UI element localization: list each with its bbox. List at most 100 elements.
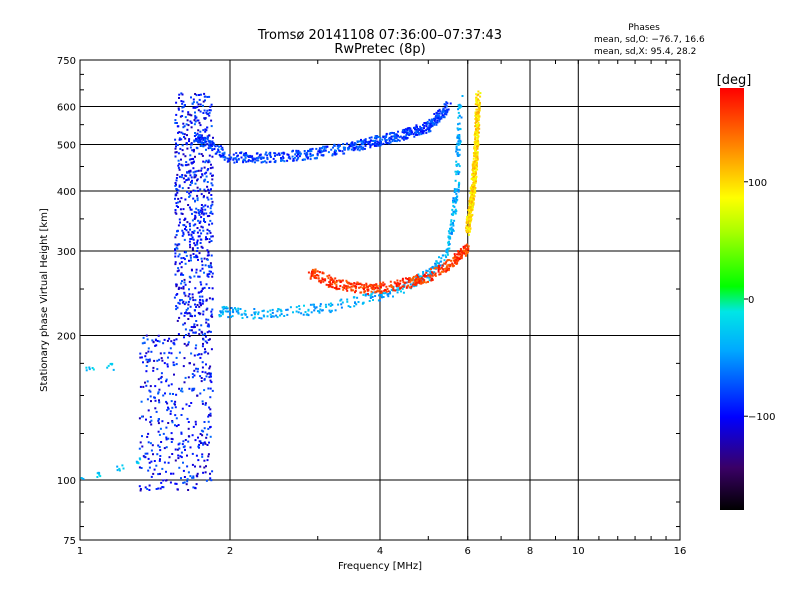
echo-point: [445, 248, 448, 251]
echo-point: [80, 477, 83, 479]
echo-point: [450, 259, 453, 262]
echo-point: [216, 151, 219, 153]
echo-point: [455, 200, 458, 203]
echo-point: [210, 381, 213, 384]
echo-point: [418, 275, 421, 278]
echo-point: [199, 375, 202, 378]
echo-point: [147, 347, 150, 350]
echo-point: [203, 136, 206, 139]
echo-point: [209, 435, 212, 438]
echo-point: [473, 164, 476, 166]
echo-point: [474, 125, 477, 128]
echo-point: [221, 148, 224, 151]
echo-point: [198, 121, 201, 124]
colorbar-tick-label: −100: [748, 412, 775, 423]
echo-point: [462, 245, 465, 248]
echo-point: [183, 281, 186, 284]
echo-point: [185, 161, 188, 164]
echo-point: [180, 197, 183, 200]
echo-point: [201, 295, 204, 298]
echo-point: [191, 373, 194, 375]
echo-point: [474, 150, 477, 153]
echo-point: [154, 407, 157, 410]
echo-point: [244, 309, 247, 312]
echo-point: [294, 156, 296, 159]
echo-point: [188, 192, 191, 195]
echo-point: [207, 453, 210, 456]
echo-point: [98, 473, 101, 476]
echo-point: [435, 123, 438, 126]
echo-point: [154, 344, 157, 347]
echo-point: [194, 216, 197, 219]
echo-point: [168, 351, 171, 354]
echo-point: [421, 275, 424, 278]
echo-point: [356, 145, 359, 148]
echo-point: [189, 174, 192, 177]
echo-point: [442, 268, 445, 271]
echo-point: [476, 143, 478, 146]
echo-point: [198, 446, 200, 449]
echo-point: [184, 439, 187, 441]
echo-point: [253, 157, 256, 160]
echo-point: [174, 209, 177, 211]
echo-point: [444, 262, 447, 265]
echo-point: [199, 312, 202, 315]
echo-point: [198, 214, 201, 216]
echo-point: [467, 209, 470, 211]
echo-point: [205, 148, 207, 151]
echo-point: [203, 166, 206, 169]
echo-point: [201, 434, 204, 437]
echo-point: [449, 102, 452, 105]
echo-point: [362, 294, 365, 296]
echo-point: [355, 285, 358, 288]
echo-point: [218, 315, 221, 318]
echo-point: [177, 107, 180, 110]
echo-point: [203, 389, 206, 392]
echo-point: [469, 192, 472, 195]
echo-point: [346, 298, 349, 301]
echo-point: [438, 115, 441, 118]
echo-point: [405, 129, 408, 132]
y-tick-label: 200: [57, 332, 76, 343]
echo-point: [260, 157, 263, 160]
echo-point: [347, 282, 350, 285]
echo-point: [458, 134, 461, 136]
echo-point: [471, 165, 474, 168]
echo-point: [469, 221, 472, 224]
echo-point: [362, 143, 365, 146]
echo-point: [457, 123, 459, 126]
echo-point: [199, 433, 202, 435]
echo-point: [333, 151, 336, 154]
echo-point: [389, 280, 392, 283]
echo-point: [282, 152, 285, 155]
echo-point: [346, 142, 349, 145]
echo-point: [240, 156, 243, 159]
echo-point: [175, 202, 178, 205]
echo-point: [182, 461, 184, 464]
echo-point: [203, 257, 206, 260]
echo-point: [221, 310, 224, 313]
echo-point: [165, 479, 168, 482]
echo-point: [196, 243, 199, 246]
echo-point: [206, 341, 209, 344]
echo-point: [435, 260, 438, 263]
echo-point: [379, 291, 382, 294]
echo-point: [342, 146, 345, 149]
echo-point: [474, 136, 477, 139]
echo-point: [200, 304, 202, 307]
echo-point: [265, 161, 268, 164]
echo-point: [434, 121, 437, 124]
echo-point: [145, 370, 148, 373]
echo-point: [141, 342, 144, 345]
echo-point: [210, 125, 213, 128]
echo-point: [317, 310, 319, 313]
echo-point: [145, 365, 148, 367]
echo-point: [471, 187, 474, 190]
echo-point: [175, 188, 178, 190]
echo-point: [178, 262, 181, 265]
echo-point: [474, 176, 477, 179]
echo-point: [282, 151, 285, 154]
echo-point: [190, 143, 193, 146]
echo-point: [205, 111, 208, 114]
echo-point: [184, 137, 187, 140]
